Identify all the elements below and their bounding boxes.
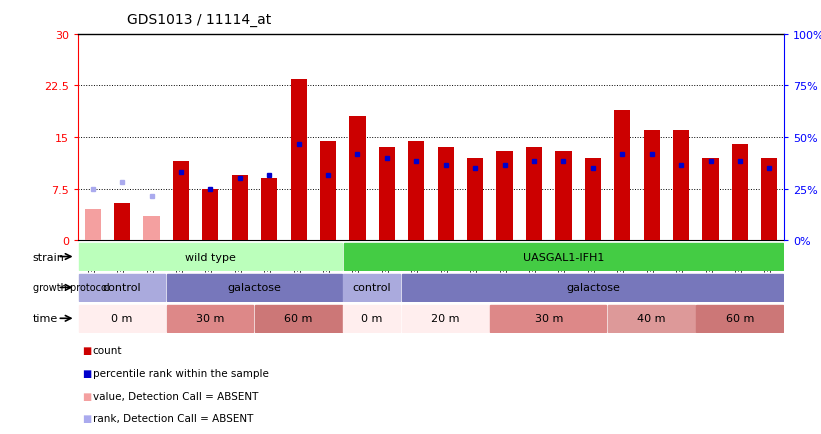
Bar xyxy=(79,243,342,270)
Bar xyxy=(761,158,777,241)
Bar xyxy=(402,305,488,332)
Bar xyxy=(585,158,601,241)
Bar xyxy=(320,141,336,241)
Bar xyxy=(402,274,783,301)
Text: GDS1013 / 11114_at: GDS1013 / 11114_at xyxy=(127,13,272,27)
Bar xyxy=(85,210,101,241)
Bar xyxy=(173,162,189,241)
Bar xyxy=(732,145,748,241)
Bar xyxy=(202,189,218,241)
Bar xyxy=(144,217,159,241)
Bar xyxy=(555,151,571,241)
Text: 30 m: 30 m xyxy=(196,314,225,323)
Text: ■: ■ xyxy=(82,414,91,423)
Bar xyxy=(114,203,131,241)
Text: count: count xyxy=(93,346,122,355)
Bar xyxy=(703,158,718,241)
Text: 20 m: 20 m xyxy=(432,314,460,323)
Text: 60 m: 60 m xyxy=(726,314,754,323)
Text: growth protocol: growth protocol xyxy=(33,283,109,293)
Bar xyxy=(167,305,254,332)
Bar xyxy=(344,243,783,270)
Bar xyxy=(696,305,783,332)
Bar xyxy=(526,148,542,241)
Text: 40 m: 40 m xyxy=(637,314,666,323)
Text: ■: ■ xyxy=(82,391,91,401)
Bar xyxy=(232,176,248,241)
Text: UASGAL1-IFH1: UASGAL1-IFH1 xyxy=(523,252,604,262)
Bar xyxy=(79,274,165,301)
Bar xyxy=(467,158,484,241)
Bar xyxy=(378,148,395,241)
Text: ■: ■ xyxy=(82,346,91,355)
Bar xyxy=(614,110,631,241)
Text: 30 m: 30 m xyxy=(534,314,563,323)
Bar xyxy=(490,305,607,332)
Text: 60 m: 60 m xyxy=(284,314,313,323)
Text: wild type: wild type xyxy=(185,252,236,262)
Text: 0 m: 0 m xyxy=(112,314,133,323)
Text: control: control xyxy=(103,283,141,293)
Text: percentile rank within the sample: percentile rank within the sample xyxy=(93,368,268,378)
Bar xyxy=(497,151,512,241)
Bar xyxy=(350,117,365,241)
Text: strain: strain xyxy=(33,252,65,262)
Text: galactose: galactose xyxy=(227,283,282,293)
Bar xyxy=(608,305,695,332)
Bar xyxy=(673,131,689,241)
Text: time: time xyxy=(33,314,58,323)
Text: control: control xyxy=(353,283,392,293)
Bar xyxy=(408,141,424,241)
Text: galactose: galactose xyxy=(566,283,620,293)
Bar xyxy=(167,274,342,301)
Bar xyxy=(79,305,165,332)
Bar xyxy=(261,179,277,241)
Text: rank, Detection Call = ABSENT: rank, Detection Call = ABSENT xyxy=(93,414,253,423)
Text: ■: ■ xyxy=(82,368,91,378)
Bar xyxy=(438,148,454,241)
Bar xyxy=(291,79,307,241)
Bar xyxy=(255,305,342,332)
Bar xyxy=(343,305,401,332)
Text: 0 m: 0 m xyxy=(361,314,383,323)
Bar xyxy=(644,131,660,241)
Text: value, Detection Call = ABSENT: value, Detection Call = ABSENT xyxy=(93,391,258,401)
Bar xyxy=(343,274,401,301)
